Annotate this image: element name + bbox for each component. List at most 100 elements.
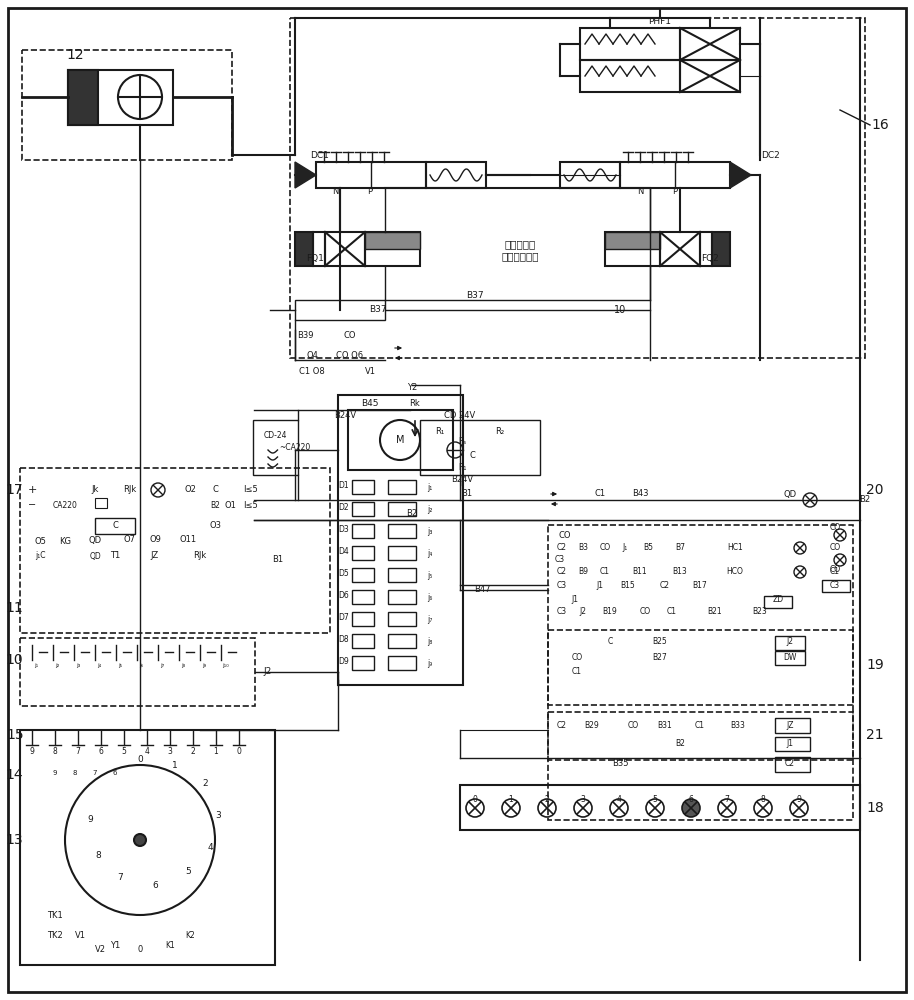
Text: O5: O5 (34, 538, 46, 546)
Bar (764, 596, 792, 608)
Text: HC1: HC1 (728, 544, 743, 552)
Text: 6: 6 (112, 770, 117, 776)
Text: 21: 21 (866, 728, 884, 742)
Bar (290, 18, 865, 358)
Text: B24V: B24V (451, 476, 473, 485)
Text: 6: 6 (688, 796, 694, 804)
Bar (20, 468, 330, 633)
Text: PHF1: PHF1 (649, 17, 672, 26)
Text: D4: D4 (338, 548, 349, 556)
Bar (352, 568, 374, 582)
Bar (548, 525, 853, 820)
Bar (352, 612, 374, 626)
Bar (352, 480, 374, 494)
Text: +: + (27, 485, 37, 495)
Text: 6: 6 (152, 880, 158, 890)
Bar (295, 300, 385, 320)
Text: RJk: RJk (123, 486, 136, 494)
Text: CD 24V: CD 24V (444, 410, 475, 420)
Text: TK1: TK1 (48, 910, 63, 920)
Bar (548, 712, 853, 760)
Text: 0: 0 (237, 748, 241, 756)
Text: K2: K2 (186, 930, 195, 940)
Text: B25: B25 (653, 638, 667, 647)
Text: D6: D6 (338, 591, 349, 600)
Text: C2: C2 (557, 568, 567, 576)
Text: B35: B35 (611, 758, 628, 768)
Text: 13: 13 (5, 833, 23, 847)
Bar (822, 580, 850, 592)
Bar (660, 232, 700, 266)
Polygon shape (730, 162, 751, 188)
Text: 0: 0 (137, 756, 143, 764)
Text: O2: O2 (184, 486, 196, 494)
Text: D8: D8 (339, 636, 349, 645)
Bar (388, 546, 416, 560)
Text: CO: CO (600, 544, 611, 552)
Text: N: N (637, 188, 643, 196)
Text: D5: D5 (338, 570, 349, 578)
Text: 经三连体送
来的高压气体: 经三连体送 来的高压气体 (501, 239, 538, 261)
Text: B2: B2 (407, 510, 418, 518)
Text: J1: J1 (571, 595, 579, 604)
Bar (775, 651, 805, 665)
Text: T1: T1 (110, 552, 120, 560)
Text: B15: B15 (621, 580, 635, 589)
Bar (365, 232, 420, 249)
Text: QD: QD (89, 536, 101, 544)
Text: B2: B2 (210, 500, 220, 510)
Text: C2: C2 (660, 580, 670, 589)
Text: JZ: JZ (786, 720, 793, 730)
Bar (22, 50, 232, 160)
Text: 17: 17 (5, 483, 23, 497)
Text: j₄: j₄ (428, 548, 432, 558)
Text: j₃: j₃ (428, 526, 432, 536)
Text: B29: B29 (585, 720, 600, 730)
Text: 9: 9 (29, 748, 35, 756)
Text: C1: C1 (600, 568, 610, 576)
Text: j₁₀: j₁₀ (221, 662, 228, 668)
Text: P: P (673, 188, 677, 196)
Text: B1: B1 (272, 556, 283, 564)
Text: CO: CO (344, 330, 356, 340)
Bar (388, 612, 416, 626)
Bar (388, 656, 416, 670)
Text: 0: 0 (473, 796, 477, 804)
Text: 18: 18 (866, 801, 884, 815)
Bar (348, 410, 453, 470)
Text: 7: 7 (725, 796, 729, 804)
Text: C1: C1 (572, 668, 582, 676)
Bar (95, 518, 135, 534)
Text: D3: D3 (338, 526, 349, 534)
Bar (775, 737, 810, 751)
Text: 4: 4 (207, 844, 213, 852)
Bar (20, 638, 255, 706)
Text: CA220: CA220 (53, 500, 78, 510)
Bar (775, 636, 805, 650)
Text: 15: 15 (6, 728, 24, 742)
Bar (426, 162, 486, 188)
Text: J₁: J₁ (622, 544, 628, 552)
Text: 6: 6 (99, 748, 103, 756)
Text: 11: 11 (5, 601, 23, 615)
Bar (580, 60, 680, 92)
Text: C2: C2 (557, 544, 567, 552)
Text: C1: C1 (830, 568, 840, 576)
Text: R₁: R₁ (458, 464, 466, 473)
Text: 2: 2 (191, 748, 196, 756)
Text: O4: O4 (306, 351, 318, 360)
Text: CO: CO (829, 566, 841, 574)
Text: B23: B23 (752, 607, 768, 616)
Bar (68, 70, 173, 125)
Bar (680, 60, 740, 92)
Text: 2: 2 (545, 796, 549, 804)
Text: 2: 2 (202, 778, 207, 788)
Text: HCO: HCO (727, 568, 743, 576)
Text: j₇: j₇ (160, 662, 165, 668)
Text: 19: 19 (866, 658, 884, 672)
Text: 5: 5 (122, 748, 126, 756)
Text: 1: 1 (172, 760, 178, 770)
Text: B7: B7 (675, 544, 685, 552)
Bar (338, 395, 463, 685)
Text: J2: J2 (264, 668, 272, 676)
